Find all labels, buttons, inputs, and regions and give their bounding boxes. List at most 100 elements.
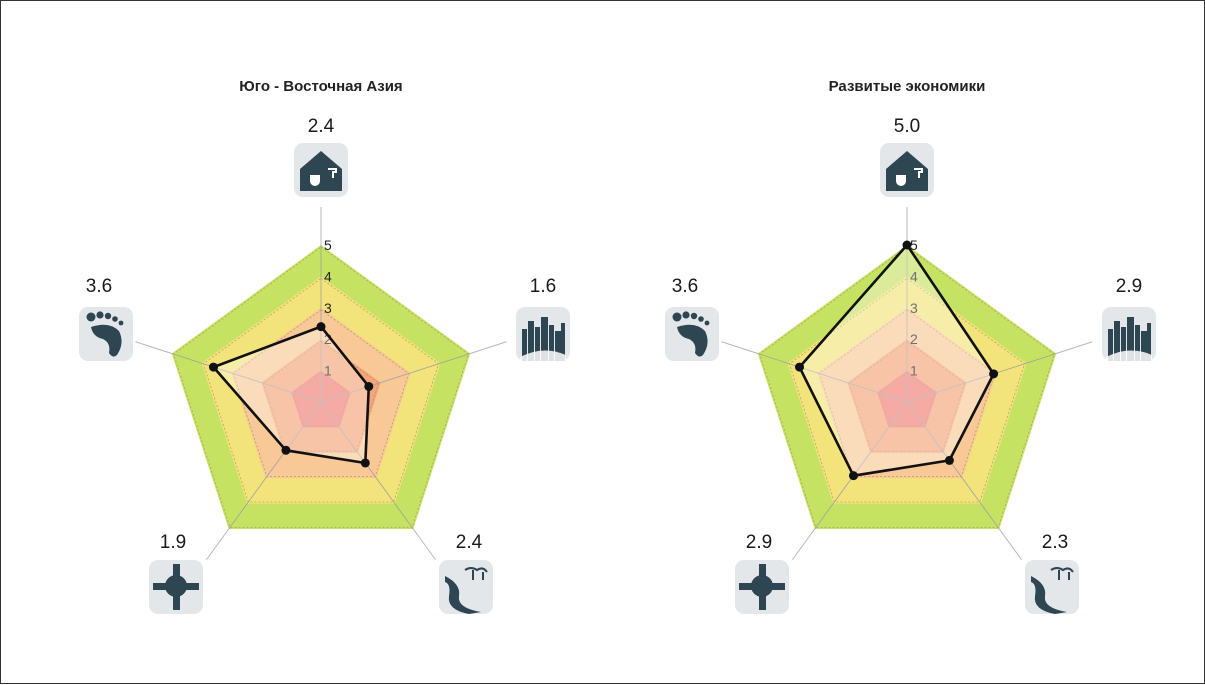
grid-ring-2 [262, 340, 380, 452]
series-polygon [212, 325, 371, 465]
city-skyline-icon [516, 307, 570, 361]
inner-spoke [906, 401, 1000, 530]
building-3 [1127, 317, 1134, 361]
data-point [989, 369, 999, 379]
building-6 [561, 323, 565, 361]
value-label: 2.9 [1116, 276, 1142, 297]
data-point [208, 362, 218, 372]
joined-hands-icon [149, 560, 203, 614]
tick-label: 5 [324, 237, 332, 253]
chart-title: Развитые экономики [829, 78, 986, 95]
radar-chart-2: Развитые экономики 1 2 3 4 5 5.0 2.9 2.3 2.9 3.6 [665, 78, 1156, 614]
data-point [794, 362, 804, 372]
inner-spoke [906, 353, 1057, 403]
building-2 [1121, 327, 1126, 361]
data-point [902, 240, 912, 250]
toe-0 [86, 312, 96, 322]
value-label: 2.9 [746, 532, 772, 553]
joined-hands-icon [735, 560, 789, 614]
road-shape [1106, 350, 1152, 361]
toe-2 [690, 312, 698, 320]
toilet-shape [310, 175, 320, 186]
data-point [364, 381, 374, 391]
value-label: 1.6 [530, 276, 556, 297]
river-landscape-icon [1025, 560, 1079, 614]
tick-label: 1 [324, 363, 332, 379]
radar-chart-1: Юго - Восточная Азия 1 2 3 4 5 2.4 1.6 2.4 1.9 3.6 [79, 78, 570, 614]
grid-ring-1 [292, 372, 350, 427]
data-point [316, 322, 326, 332]
building-4 [549, 325, 554, 361]
tick-label: 4 [910, 268, 918, 284]
building-3 [541, 317, 548, 361]
toe-0 [672, 312, 682, 322]
inner-spoke [757, 353, 908, 403]
footprint-icon [79, 307, 133, 361]
building-5 [1141, 331, 1147, 361]
hands-knot [751, 575, 773, 597]
toe-1 [682, 311, 690, 319]
hands-knot [165, 575, 187, 597]
value-label: 2.4 [308, 116, 335, 137]
value-label: 1.9 [160, 532, 186, 553]
road-shape [520, 350, 566, 361]
building-6 [1147, 323, 1151, 361]
grid-ring-4 [788, 277, 1026, 503]
river-shape [1031, 576, 1067, 614]
toe-2 [104, 312, 112, 320]
river-landscape-icon-bg [439, 560, 493, 614]
foot-sole [677, 324, 708, 357]
inner-spoke [320, 353, 471, 403]
building-0 [1108, 329, 1113, 361]
value-label: 3.6 [672, 276, 698, 297]
grid-ring-1 [878, 372, 936, 427]
river-shape [445, 576, 481, 614]
building-1 [528, 321, 534, 361]
chart-title: Юго - Восточная Азия [239, 78, 402, 95]
trees-shape [1050, 567, 1074, 580]
inner-spoke [171, 353, 322, 403]
tick-label: 2 [324, 331, 332, 347]
tick-label: 5 [910, 237, 918, 253]
river-landscape-icon-bg [1025, 560, 1079, 614]
data-point [944, 455, 954, 465]
tick-label: 3 [910, 300, 918, 316]
data-point [848, 471, 858, 481]
tick-label: 1 [910, 363, 918, 379]
tap-shape [914, 168, 923, 178]
building-0 [522, 329, 527, 361]
value-label: 3.6 [86, 276, 112, 297]
data-point [281, 445, 291, 455]
building-4 [1135, 325, 1140, 361]
grid-ring-2 [848, 340, 966, 452]
foot-sole [91, 324, 122, 357]
series-polygon [798, 243, 995, 478]
footprint-icon [665, 307, 719, 361]
tap-shape [328, 168, 337, 178]
city-skyline-icon [1102, 307, 1156, 361]
value-label: 2.3 [1042, 532, 1068, 553]
value-label: 5.0 [894, 116, 920, 137]
tick-label: 2 [910, 331, 918, 347]
building-1 [1114, 321, 1120, 361]
tick-label: 3 [324, 300, 332, 316]
inner-spoke [814, 401, 908, 530]
toe-1 [96, 311, 104, 319]
toe-4 [118, 320, 124, 326]
toe-3 [698, 316, 704, 322]
river-landscape-icon [439, 560, 493, 614]
value-label: 2.4 [456, 532, 483, 553]
toe-4 [704, 320, 710, 326]
toe-3 [112, 316, 118, 322]
data-point [360, 458, 370, 468]
building-5 [555, 331, 561, 361]
house-sanitation-icon [880, 143, 934, 197]
grid-ring-4 [202, 277, 440, 503]
toilet-shape [896, 175, 906, 186]
tick-label: 4 [324, 268, 332, 284]
house-sanitation-icon [294, 143, 348, 197]
inner-spoke [228, 401, 322, 530]
building-2 [535, 327, 540, 361]
